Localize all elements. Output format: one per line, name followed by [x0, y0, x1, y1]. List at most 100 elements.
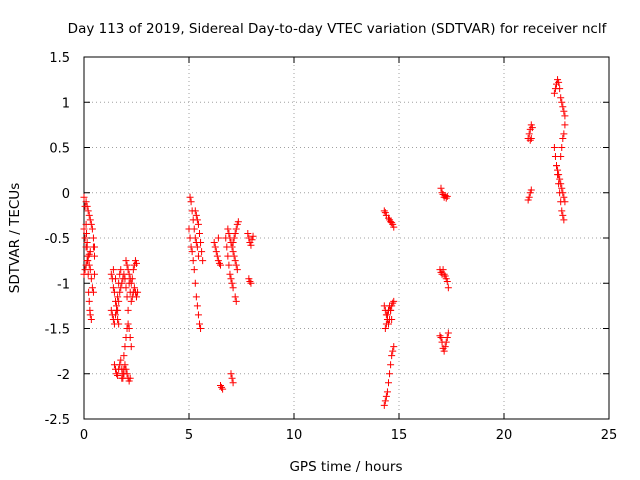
data-point	[194, 252, 202, 260]
data-point	[555, 78, 563, 86]
data-point	[227, 275, 235, 283]
data-point	[127, 297, 135, 305]
data-point	[554, 166, 562, 174]
data-point	[556, 175, 564, 183]
data-point	[244, 229, 252, 237]
data-point	[193, 302, 201, 310]
data-point	[191, 207, 199, 215]
data-point	[124, 306, 132, 314]
data-point	[117, 266, 125, 274]
y-tick-labels: -2.5 -2 -1.5 -1 -0.5 0 0.5 1 1.5	[45, 51, 70, 428]
data-point	[227, 370, 235, 378]
data-point	[380, 401, 388, 409]
data-point	[187, 198, 195, 206]
data-point	[560, 130, 568, 138]
data-point	[87, 275, 95, 283]
data-point	[389, 347, 397, 355]
data-point	[210, 239, 218, 247]
data-point	[197, 325, 205, 332]
data-point	[528, 124, 536, 132]
data-point	[383, 311, 391, 319]
data-point	[120, 352, 128, 360]
data-point	[117, 356, 125, 364]
data-point	[219, 385, 227, 393]
data-point	[112, 275, 119, 283]
data-point	[121, 361, 129, 369]
data-point	[232, 297, 240, 305]
data-point	[388, 315, 396, 323]
data-point	[91, 270, 98, 278]
x-axis-label: GPS time / hours	[289, 459, 402, 475]
data-point	[127, 343, 135, 351]
data-point	[387, 361, 395, 369]
data-point	[109, 266, 117, 274]
data-point	[124, 320, 132, 328]
data-point	[185, 225, 193, 233]
data-point	[233, 266, 241, 274]
grid-lines	[84, 57, 609, 419]
data-point	[128, 275, 136, 283]
data-point	[560, 107, 568, 115]
y-tick-label: -1	[57, 277, 70, 292]
data-point	[381, 397, 389, 405]
data-point	[85, 297, 93, 305]
data-point	[88, 284, 96, 292]
data-point	[386, 370, 394, 378]
data-point	[82, 198, 90, 206]
data-point	[436, 332, 444, 340]
data-point	[443, 277, 451, 285]
data-point	[88, 225, 96, 233]
data-point	[556, 85, 564, 93]
data-point	[232, 225, 240, 233]
data-point	[230, 234, 238, 242]
x-tick-label: 5	[185, 428, 193, 443]
data-point	[245, 234, 253, 242]
data-point	[192, 211, 200, 219]
data-point	[525, 130, 533, 138]
data-point	[118, 279, 126, 287]
data-point	[133, 293, 140, 301]
x-tick-label: 0	[80, 428, 88, 443]
data-point	[130, 284, 138, 292]
data-point	[86, 248, 94, 256]
data-point	[80, 270, 88, 278]
data-point	[89, 288, 97, 296]
data-point	[114, 306, 122, 314]
data-point	[561, 121, 569, 129]
data-point	[192, 293, 200, 301]
data-point	[187, 243, 195, 251]
data-point	[386, 302, 394, 310]
data-point	[224, 252, 232, 260]
data-point	[212, 248, 220, 256]
y-tick-label: -2.5	[45, 413, 70, 428]
data-point	[134, 288, 142, 296]
data-point	[558, 98, 566, 106]
data-point	[441, 343, 449, 351]
data-point	[248, 236, 256, 244]
data-point	[80, 193, 88, 201]
data-point	[189, 257, 197, 265]
data-point	[550, 144, 558, 151]
data-point	[194, 311, 202, 319]
data-point	[559, 103, 567, 111]
y-tick-label: 1.5	[49, 51, 70, 66]
data-point	[231, 257, 239, 265]
data-point	[234, 218, 242, 226]
data-point	[560, 216, 568, 224]
data-point	[557, 153, 565, 161]
data-point	[215, 259, 223, 267]
data-point	[218, 383, 226, 391]
data-point	[82, 261, 90, 269]
data-point	[115, 320, 123, 328]
data-point	[125, 325, 133, 332]
data-point	[558, 184, 566, 192]
x-tick-label: 10	[286, 428, 303, 443]
data-point	[122, 365, 130, 373]
data-point	[123, 261, 131, 269]
data-point	[126, 334, 134, 342]
data-point	[125, 279, 133, 287]
data-point	[85, 211, 93, 219]
data-point	[230, 252, 238, 260]
data-point	[194, 220, 202, 228]
data-point	[385, 214, 392, 222]
